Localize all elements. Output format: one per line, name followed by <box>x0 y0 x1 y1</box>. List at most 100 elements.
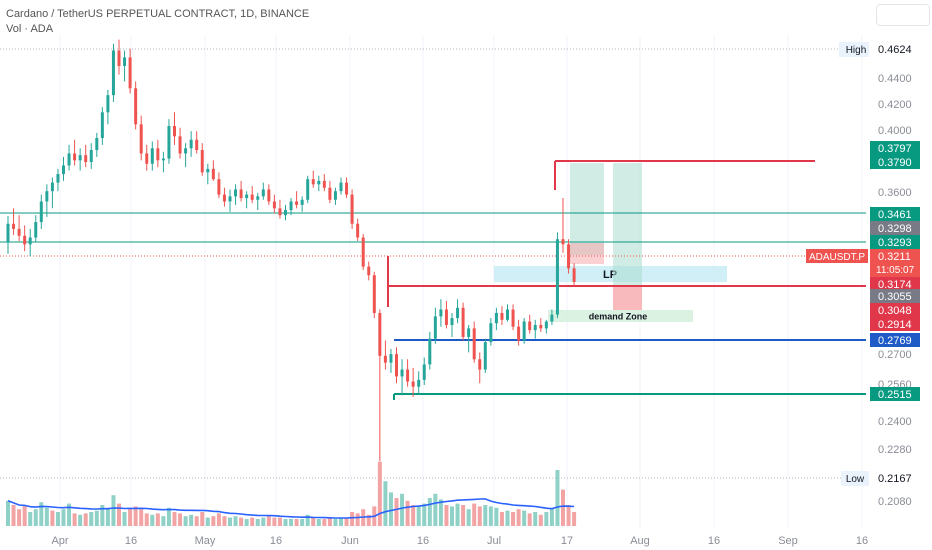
candle-body <box>78 155 82 161</box>
volume-bar <box>28 512 33 526</box>
candle-body <box>195 139 199 151</box>
volume-bar <box>44 507 49 526</box>
candle <box>367 261 371 281</box>
candle-body <box>123 57 127 66</box>
time-tick-label: Apr <box>51 535 68 547</box>
candle <box>128 48 132 94</box>
volume-bar <box>544 512 549 526</box>
high-tag-label: High <box>846 45 867 56</box>
candle-body <box>111 50 115 96</box>
volume-bar <box>538 514 543 526</box>
volume-bar <box>55 512 60 526</box>
volume-bar <box>350 512 355 526</box>
tag-0-2515-bg <box>870 387 920 401</box>
drawing-zones: LP demand Zone <box>494 163 727 322</box>
candle-body <box>472 328 476 360</box>
volume-bar <box>277 517 282 526</box>
chart-title[interactable]: Cardano / TetherUS PERPETUAL CONTRACT, 1… <box>6 8 310 20</box>
volume-bar <box>105 507 110 526</box>
candle <box>28 228 32 257</box>
candle-body <box>272 201 276 209</box>
volume-bar <box>316 519 321 526</box>
long-position-target-zone[interactable] <box>570 163 604 255</box>
candle <box>206 163 210 185</box>
price-tags: High 0.4624 Low 0.2167 0.3797 0.3790 0.3… <box>806 42 920 486</box>
candle <box>417 371 421 394</box>
volume-bar <box>444 505 449 526</box>
volume-bar <box>72 513 77 526</box>
demand-zone[interactable] <box>548 310 693 322</box>
candle <box>483 338 487 373</box>
candle <box>178 127 182 159</box>
candle-body <box>339 182 343 192</box>
candle <box>295 191 299 209</box>
chart-toolbar-button[interactable] <box>876 4 930 26</box>
candle-body <box>517 326 521 341</box>
candle <box>234 184 238 205</box>
candle <box>539 318 543 332</box>
volume-bar <box>178 513 183 526</box>
volume-bar <box>400 493 405 526</box>
volume-bar <box>355 513 360 526</box>
candle <box>261 182 265 200</box>
volume-bar <box>6 500 10 526</box>
time-tick-label: Jul <box>487 535 501 547</box>
candle <box>200 143 204 176</box>
candle-body <box>284 210 287 216</box>
volume-bar <box>466 509 471 526</box>
candle-body <box>539 324 543 329</box>
candle-body <box>306 179 310 200</box>
long-position-stop-zone[interactable] <box>570 243 604 264</box>
price-tick-label: 0.4000 <box>878 125 912 137</box>
candle-body <box>439 309 443 317</box>
short-position-stop-zone[interactable] <box>613 285 642 310</box>
volume-bar <box>128 507 133 526</box>
candle <box>456 299 460 324</box>
candle-body <box>189 139 193 149</box>
lp-zone[interactable] <box>494 266 727 282</box>
candle-body <box>500 312 504 320</box>
candle-body <box>567 244 571 269</box>
volume-bar <box>494 507 499 526</box>
volume-bar <box>139 509 144 526</box>
candle-body <box>206 168 210 173</box>
candle <box>289 198 293 216</box>
candle <box>139 115 143 161</box>
candle-body <box>239 189 243 199</box>
candle-body <box>555 239 559 315</box>
candle-body <box>62 165 65 175</box>
candle-body <box>95 138 99 151</box>
candle <box>511 304 515 331</box>
candlesticks <box>6 39 576 461</box>
candle-body <box>167 126 171 159</box>
candle <box>278 199 282 219</box>
volume-bar <box>78 514 83 526</box>
volume-bar <box>516 509 521 526</box>
tag-0-3048: 0.3048 <box>878 305 912 317</box>
candle-body <box>372 275 376 313</box>
price-axis[interactable]: 0.44000.42000.40000.36000.27000.25600.24… <box>878 73 912 508</box>
short-position-target-zone[interactable] <box>613 163 642 285</box>
time-axis[interactable]: Apr 16 May 16 Jun 16 Jul 17 Aug 16 Sep 16 <box>51 535 868 547</box>
candle-body <box>417 379 421 387</box>
candle-body <box>39 201 43 223</box>
candle-body <box>478 359 482 370</box>
tag-0-3797: 0.3797 <box>878 143 912 155</box>
volume-bar <box>416 506 421 526</box>
volume-bar <box>266 516 271 526</box>
tag-0-3055: 0.3055 <box>878 291 912 303</box>
candle <box>339 177 343 195</box>
candle <box>228 189 232 212</box>
tag-0-3293-bg <box>870 235 920 249</box>
candle-body <box>267 189 271 202</box>
candle <box>89 143 93 169</box>
candle <box>555 232 559 319</box>
candle <box>239 180 243 202</box>
candle-body <box>550 314 554 322</box>
volume-bar <box>150 514 155 526</box>
volume-indicator-label[interactable]: Vol · ADA <box>6 23 54 35</box>
candle <box>478 352 482 384</box>
volume-bar <box>522 510 527 526</box>
volume-bar <box>205 517 210 526</box>
